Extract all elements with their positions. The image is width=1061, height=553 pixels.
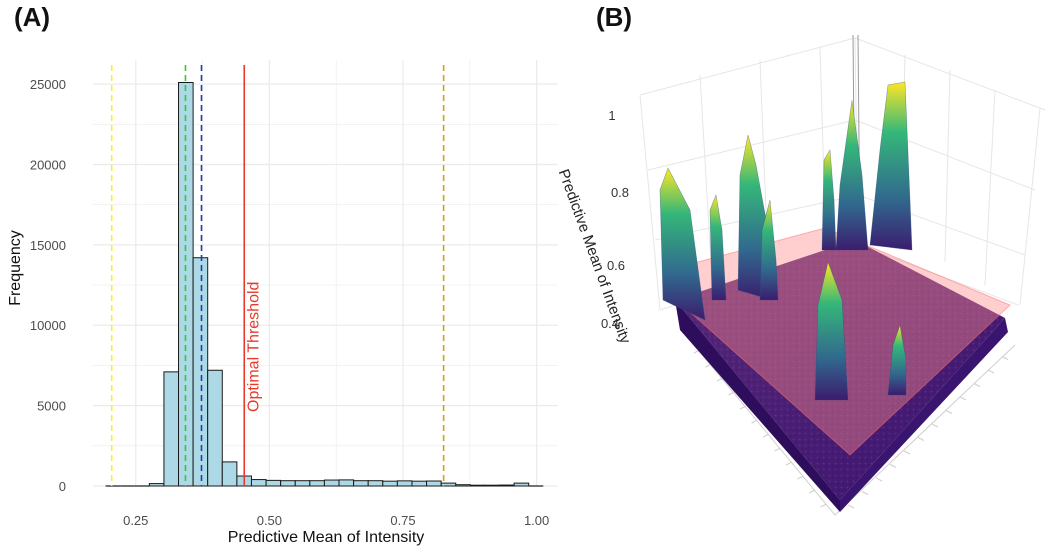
wall-gridline	[699, 74, 713, 281]
surface-peak	[835, 99, 869, 251]
surface-peak	[659, 167, 706, 321]
floor-tick	[875, 477, 883, 482]
z-tick-label: 1	[608, 108, 615, 123]
floor-tick	[820, 503, 827, 508]
floor-tick	[847, 504, 855, 509]
wall-gridline	[1019, 107, 1041, 306]
wall-gridline	[647, 119, 856, 171]
floor-tick	[751, 419, 758, 424]
surface-peaks	[659, 81, 913, 401]
x-tick-label: 0.75	[390, 513, 415, 528]
x-tick-label: 0.50	[257, 513, 282, 528]
floor-tick	[1001, 356, 1009, 360]
z-tick-label: 0.4	[601, 316, 619, 331]
y-tick-label: 15000	[30, 238, 66, 253]
histogram-bar	[513, 482, 530, 487]
floor-tick	[973, 383, 981, 387]
floor-tick	[774, 447, 781, 452]
surface-peak	[821, 149, 837, 251]
floor-tick	[797, 475, 804, 480]
wall-gridline	[854, 37, 1046, 111]
x-axis-title: Predictive Mean of Intensity	[228, 529, 425, 546]
floor-tick	[762, 433, 770, 438]
panel-b-label: (B)	[596, 2, 633, 32]
y-tick-label: 5000	[37, 399, 66, 414]
floor-tick	[903, 450, 911, 455]
floor-tick	[917, 437, 925, 441]
x-tick-label: 1.00	[524, 513, 549, 528]
reference-lines	[110, 65, 445, 486]
wall-gridline	[639, 94, 661, 311]
floor-tick	[808, 489, 816, 494]
histogram-bar	[221, 461, 238, 487]
floor-tick	[739, 405, 747, 410]
z-axis-ticks: 0.4 0.6 0.8 1	[601, 108, 629, 331]
histogram-bars	[105, 82, 544, 487]
wall-gridline	[944, 69, 951, 263]
floor-tick	[889, 464, 897, 468]
histogram-bar	[207, 369, 223, 487]
floor-tick	[716, 377, 724, 382]
surface-side-right	[840, 318, 1008, 512]
y-tick-label: 25000	[30, 77, 66, 92]
wall-gridline	[984, 89, 996, 286]
surface-peak	[869, 81, 913, 251]
y-tick-label: 0	[59, 479, 66, 494]
x-tick-label: 0.25	[123, 513, 148, 528]
z-tick-label: 0.6	[607, 258, 625, 273]
surface-side-left	[675, 300, 840, 512]
floor-tick	[861, 491, 869, 495]
y-axis-ticks: 0 5000 10000 15000 20000 25000	[30, 77, 66, 494]
surface-peak	[759, 199, 779, 301]
threshold-label: Optimal Threshold	[245, 282, 262, 412]
surface-peak	[814, 260, 849, 401]
wall-gridline	[639, 37, 856, 96]
floor-tick	[987, 369, 995, 374]
surface-peak	[709, 193, 727, 301]
surface-peak	[887, 323, 907, 396]
y-tick-label: 10000	[30, 318, 66, 333]
y-tick-label: 20000	[30, 157, 66, 172]
floor-tick	[945, 410, 953, 414]
z-tick-label: 0.8	[611, 185, 629, 200]
floor-edge	[689, 339, 1016, 516]
floor-tick	[959, 396, 967, 401]
floor-tick	[931, 423, 939, 428]
x-axis-ticks: 0.25 0.50 0.75 1.00	[123, 513, 549, 528]
panel-a-label: (A)	[14, 2, 51, 32]
y-axis-title: Frequency	[7, 230, 24, 306]
floor-tick	[785, 461, 793, 466]
floor-tick	[728, 391, 735, 396]
